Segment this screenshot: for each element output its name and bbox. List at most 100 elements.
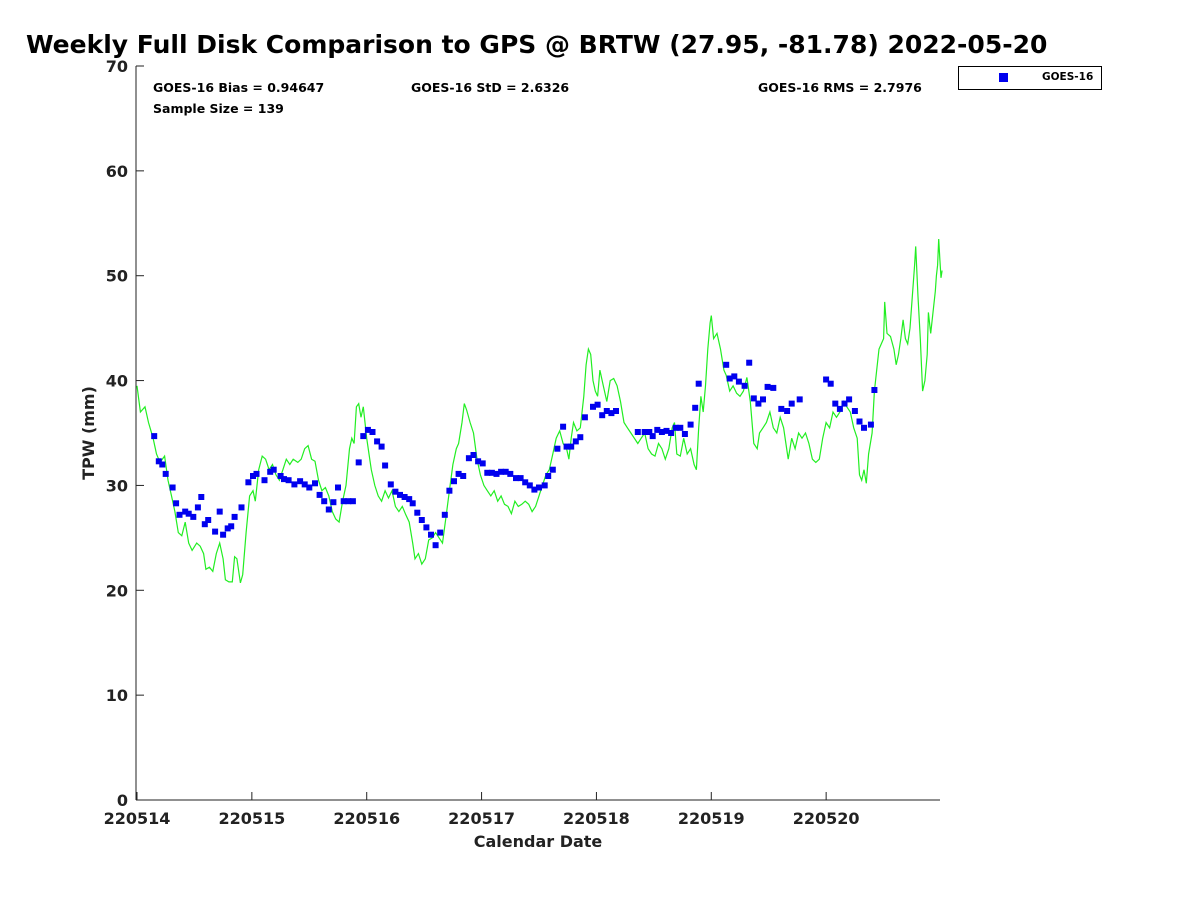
goes16-data-point (479, 460, 486, 467)
goes16-data-point (392, 488, 399, 495)
goes16-data-point (502, 468, 509, 475)
goes16-data-point (668, 430, 675, 436)
x-tick-label: 220518 (563, 809, 630, 828)
x-tick-label: 220519 (678, 809, 745, 828)
goes16-data-point (451, 478, 457, 485)
goes16-data-point (198, 494, 205, 500)
goes16-data-point (267, 468, 274, 475)
goes16-data-point (764, 383, 771, 390)
stat-std: GOES-16 StD = 2.6326 (411, 80, 570, 95)
goes16-data-point (594, 401, 601, 408)
goes16-data-point (541, 482, 548, 489)
goes16-data-point (382, 462, 389, 469)
goes16-data-point (205, 517, 212, 523)
goes16-data-point (549, 466, 556, 473)
legend: GOES-16 (958, 66, 1102, 90)
goes16-data-point (572, 438, 579, 445)
goes16-data-point (613, 408, 619, 414)
goes16-data-point (159, 461, 166, 468)
goes16-data-point (212, 528, 219, 535)
goes16-data-point (841, 400, 848, 407)
goes16-data-point (406, 496, 413, 503)
goes16-data-point (778, 405, 785, 412)
goes16-data-point (741, 382, 748, 389)
goes16-data-point (784, 408, 791, 414)
goes16-data-point (827, 380, 834, 387)
goes16-data-point (563, 443, 570, 450)
goes16-data-point (770, 384, 777, 391)
goes16-data-point (832, 400, 839, 407)
goes16-data-point (460, 473, 467, 479)
goes16-data-point (672, 424, 679, 431)
goes16-data-point (603, 408, 610, 414)
goes16-data-point (646, 429, 653, 435)
goes16-data-point (238, 504, 245, 511)
goes16-data-point (545, 473, 552, 479)
goes16-data-point (517, 475, 524, 482)
stat-sample-size: Sample Size = 139 (153, 101, 284, 116)
y-tick-label: 30 (106, 476, 128, 495)
goes16-data-point (387, 481, 394, 488)
goes16-data-point (536, 484, 542, 491)
goes16-data-point (531, 486, 538, 493)
goes16-data-point (446, 487, 453, 494)
goes16-data-point (731, 373, 738, 380)
goes16-data-point (360, 433, 367, 440)
goes16-data-point (836, 405, 843, 412)
goes16-data-point (498, 468, 505, 475)
goes16-data-point (437, 529, 444, 536)
goes16-data-point (867, 421, 874, 428)
goes16-data-point (560, 423, 567, 430)
goes16-data-point (345, 498, 352, 505)
goes16-data-point (568, 443, 575, 450)
chart-title: Weekly Full Disk Comparison to GPS @ BRT… (26, 30, 1048, 59)
goes16-data-point (856, 418, 863, 425)
goes16-data-point (823, 376, 830, 383)
x-axis-label: Calendar Date (474, 832, 603, 851)
y-tick-label: 20 (106, 581, 128, 600)
goes16-data-point (335, 484, 341, 491)
goes16-data-point (641, 429, 648, 435)
goes16-data-point (301, 481, 308, 488)
y-tick-label: 40 (106, 372, 128, 391)
goes16-data-point (465, 455, 472, 462)
goes16-data-point (231, 513, 238, 520)
goes16-data-point (634, 429, 641, 435)
goes16-data-point (297, 478, 304, 485)
goes16-data-point (401, 494, 408, 500)
goes16-data-point (488, 469, 495, 476)
legend-swatch-goes16 (999, 73, 1008, 82)
goes16-data-point (369, 429, 376, 435)
goes16-data-point (216, 508, 223, 515)
goes16-data-point (261, 477, 268, 484)
goes16-data-point (182, 508, 189, 515)
goes16-data-point (677, 424, 684, 431)
x-tick-label: 220520 (793, 809, 860, 828)
goes16-data-point (162, 470, 169, 477)
goes16-data-point (414, 509, 421, 516)
y-tick-label: 0 (117, 791, 128, 810)
goes16-data-point (270, 466, 277, 473)
x-tick-label: 220516 (333, 809, 400, 828)
goes16-data-point (250, 473, 256, 479)
legend-label-goes16: GOES-16 (1042, 71, 1094, 83)
goes16-data-point (321, 498, 328, 505)
goes16-data-point (681, 431, 688, 437)
goes16-data-point (507, 470, 514, 477)
goes16-data-point (663, 427, 670, 434)
goes16-data-point (470, 452, 477, 458)
gps-series-line (136, 238, 943, 584)
goes16-data-point (378, 443, 385, 450)
stat-bias: GOES-16 Bias = 0.94647 (153, 80, 325, 95)
goes16-data-point (687, 421, 694, 428)
goes16-data-point (349, 498, 356, 505)
goes16-data-point (423, 524, 430, 531)
goes16-data-point (155, 458, 162, 465)
goes16-data-point (169, 484, 176, 491)
goes16-data-point (526, 482, 533, 489)
goes16-data-point (220, 531, 227, 538)
y-tick-label: 60 (106, 162, 128, 181)
goes16-data-point (581, 414, 588, 421)
goes16-data-point (513, 475, 519, 482)
